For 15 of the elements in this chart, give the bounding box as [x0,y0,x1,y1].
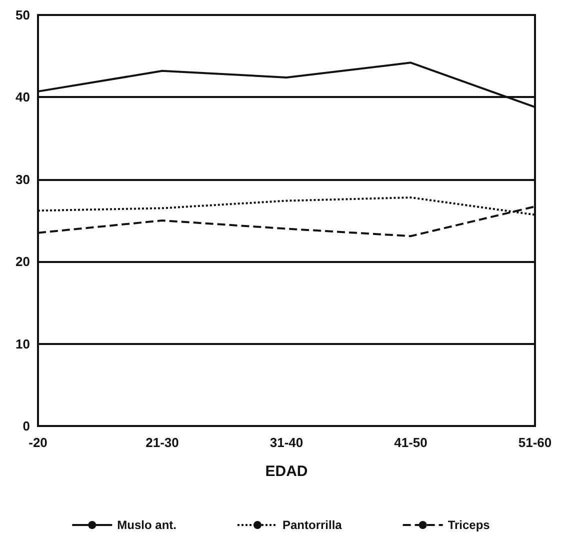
x-tick-label: 21-30 [146,435,179,450]
x-tick-label: 51-60 [518,435,552,450]
y-tick-label: 30 [16,172,30,187]
x-tick-label: 41-50 [394,435,428,450]
x-axis-title: EDAD [265,463,308,480]
legend-label: Pantorrilla [282,518,342,532]
legend-label: Triceps [448,518,490,532]
y-tick-label: 20 [16,254,30,270]
y-tick-label: 0 [22,418,30,434]
y-tick-label: 50 [16,8,30,22]
legend-label: Muslo ant. [117,518,176,532]
y-tick-label: 10 [16,336,30,352]
y-tick-label: 40 [16,90,30,105]
x-tick-label: 31-40 [270,435,304,450]
x-tick-label: -20 [28,435,48,450]
